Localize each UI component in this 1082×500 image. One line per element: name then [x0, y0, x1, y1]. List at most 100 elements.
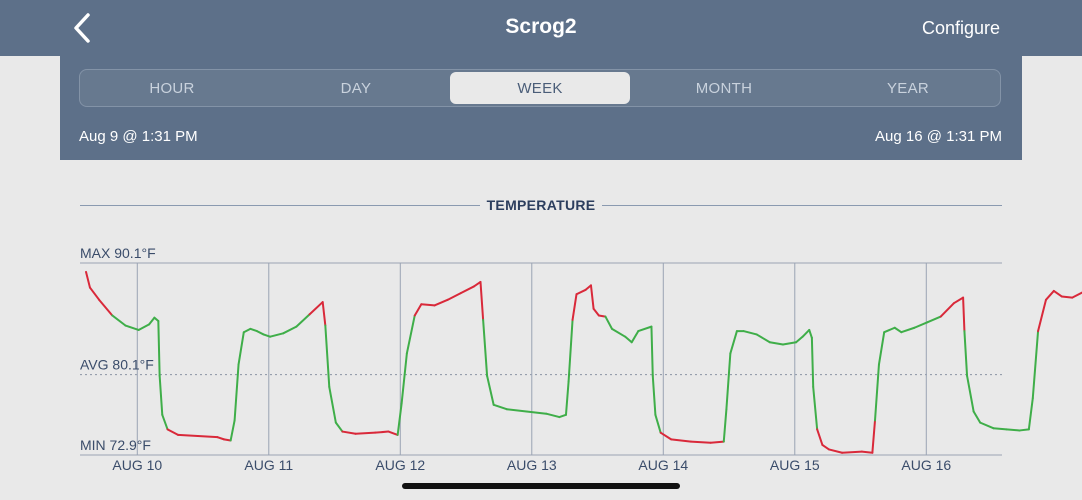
x-tick-label: AUG 13 [507, 457, 557, 473]
temperature-line-segment [558, 413, 567, 419]
temperature-line-segment [486, 374, 495, 406]
temperature-line-segment [137, 323, 151, 331]
tab-day[interactable]: DAY [340, 79, 372, 97]
temperature-line-segment [472, 280, 482, 288]
temperature-line-segment [249, 327, 258, 333]
temperature-chart[interactable]: AUG 10 AUG 11 AUG 12 AUG 13 AUG 14 AUG 15 AUG … [0, 230, 1082, 475]
temperature-line-segment [1005, 428, 1021, 432]
temperature-line-segment [670, 438, 692, 443]
temperature-line-segment [124, 324, 140, 331]
temperature-line-segment [223, 438, 232, 442]
temperature-line-segment [979, 421, 995, 430]
temperature-line-segment [374, 430, 390, 434]
temperature-line-segment [900, 326, 916, 334]
temperature-line-segment [768, 341, 784, 346]
temperature-line-segment [650, 325, 654, 377]
temperature-line-segment [722, 408, 728, 443]
page-title: Scrog2 [505, 15, 577, 38]
tab-week[interactable]: WEEK [450, 72, 630, 104]
temperature-line-segment [88, 286, 101, 301]
chevron-left-icon [74, 13, 90, 43]
temperature-line-segment [354, 431, 377, 435]
temperature-line-segment [505, 408, 528, 413]
temperature-line-segment [966, 374, 975, 413]
x-tick-label: AUG 14 [638, 457, 688, 473]
temperature-line-segment [216, 436, 226, 441]
chart-section-header: TEMPERATURE [80, 197, 1002, 215]
temperature-line-segment [525, 410, 548, 415]
home-indicator[interactable] [402, 483, 680, 489]
temperature-line-segment [860, 450, 874, 454]
temperature-line-segment [913, 321, 929, 329]
temperature-line-segment [269, 332, 285, 338]
temperature-line-segment [592, 307, 600, 317]
temperature-line-segment [808, 328, 813, 339]
range-end-label: Aug 16 @ 1:31 PM [875, 128, 1002, 145]
temperature-line-segment [893, 326, 903, 334]
temperature-line-segment [262, 333, 272, 338]
temperature-line-segment [812, 385, 819, 431]
temperature-line-segment [877, 331, 886, 366]
temperature-line-segment [624, 335, 633, 344]
temperature-line-segment [282, 325, 298, 335]
tab-hour[interactable]: HOUR [149, 79, 195, 97]
title-divider-right [602, 205, 1002, 206]
configure-button[interactable]: Configure [921, 18, 1000, 38]
temperature-line-segment [1044, 289, 1055, 301]
temperature-line-segment [446, 292, 462, 301]
temperature-line-segment [651, 374, 657, 416]
temperature-line-segment [233, 363, 240, 422]
temperature-line-segment [871, 419, 876, 454]
temperature-line-segment [810, 336, 815, 388]
temperature-line-segment [161, 413, 169, 431]
temperature-line-segment [229, 419, 236, 442]
temperature-line-segment [308, 301, 324, 316]
temperature-line-segment [321, 301, 327, 327]
temperature-line-segment [295, 313, 311, 328]
temperature-line-segment [725, 352, 732, 411]
temperature-line-segment [396, 402, 403, 436]
temperature-line-segment [157, 320, 161, 377]
temperature-line-segment [413, 303, 423, 317]
temperature-line-segment [1027, 397, 1034, 431]
time-range-panel: HOUR DAY WEEK MONTH YEAR Aug 9 @ 1:31 PM… [60, 56, 1022, 160]
temperature-line-segment [479, 280, 485, 321]
temperature-line-segment [405, 314, 416, 355]
temperature-line-segment [597, 314, 607, 318]
temperature-line-segment [821, 443, 830, 451]
temperature-line-segment [1018, 428, 1030, 432]
tab-month[interactable]: MONTH [695, 79, 753, 97]
temperature-line-segment [98, 298, 114, 317]
temperature-line-segment [972, 410, 982, 424]
temperature-line-segment [604, 315, 613, 330]
temperature-line-segment [755, 333, 771, 344]
temperature-line-segment [1060, 295, 1074, 299]
temperature-line-segment [992, 427, 1008, 431]
temperature-line-segment [571, 293, 578, 321]
temperature-line-segment [883, 326, 896, 334]
tab-year[interactable]: YEAR [886, 79, 930, 97]
temperature-line-segment [1071, 291, 1082, 299]
temperature-line-segment [567, 318, 574, 383]
temperature-line-segment [874, 363, 880, 422]
temperature-line-segment [926, 315, 942, 324]
temperature-line-segment [196, 435, 219, 439]
temperature-line-segment [709, 440, 725, 444]
temperature-line-segment [545, 412, 561, 419]
temperature-line-segment [795, 335, 804, 344]
x-tick-label: AUG 16 [901, 457, 951, 473]
avg-label: AVG 80.1°F [80, 357, 154, 373]
temperature-line-segment [952, 296, 965, 305]
chart-title: TEMPERATURE [486, 197, 596, 213]
temperature-line-segment [492, 403, 508, 411]
temperature-line-segment [816, 428, 824, 446]
temperature-line-segment [400, 352, 408, 405]
back-button[interactable] [62, 8, 102, 48]
min-label: MIN 72.9°F [80, 437, 151, 453]
temperature-line-segment [334, 421, 344, 433]
temperature-line-segment [158, 374, 164, 416]
temperature-line-segment [939, 302, 955, 318]
temperature-line-segment [111, 314, 127, 327]
temperature-line-segment [841, 450, 863, 454]
temperature-line-segment [729, 330, 738, 355]
